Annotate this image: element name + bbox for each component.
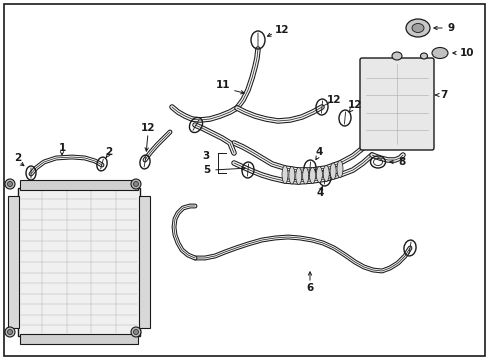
- Text: 7: 7: [439, 90, 447, 100]
- Text: 3: 3: [203, 151, 209, 161]
- Bar: [8, 196, 19, 328]
- Bar: [139, 196, 150, 328]
- Ellipse shape: [5, 327, 15, 337]
- Text: 6: 6: [306, 283, 313, 293]
- Text: 12: 12: [274, 25, 289, 35]
- Ellipse shape: [131, 179, 141, 189]
- Ellipse shape: [329, 163, 335, 180]
- Ellipse shape: [282, 166, 287, 184]
- FancyBboxPatch shape: [359, 58, 433, 150]
- Ellipse shape: [7, 329, 13, 334]
- Text: 4: 4: [315, 147, 323, 157]
- Ellipse shape: [5, 179, 15, 189]
- Text: 1: 1: [58, 143, 65, 153]
- Ellipse shape: [431, 48, 447, 59]
- Ellipse shape: [316, 166, 322, 183]
- Ellipse shape: [309, 167, 315, 184]
- Text: 10: 10: [459, 48, 473, 58]
- Ellipse shape: [131, 327, 141, 337]
- Text: 11: 11: [215, 80, 229, 90]
- Ellipse shape: [336, 161, 342, 177]
- Text: 2: 2: [105, 147, 112, 157]
- Ellipse shape: [323, 165, 328, 181]
- Ellipse shape: [411, 23, 423, 32]
- Ellipse shape: [302, 167, 308, 184]
- Ellipse shape: [7, 181, 13, 186]
- Text: 4: 4: [316, 188, 323, 198]
- Ellipse shape: [391, 52, 401, 60]
- Text: 5: 5: [203, 165, 209, 175]
- Text: 12: 12: [326, 95, 341, 105]
- Text: 12: 12: [141, 123, 155, 133]
- Bar: [18, 188, 140, 336]
- Text: 2: 2: [14, 153, 21, 163]
- Text: 9: 9: [447, 23, 454, 33]
- Bar: [20, 334, 138, 344]
- Ellipse shape: [288, 167, 294, 184]
- Ellipse shape: [133, 181, 138, 186]
- Ellipse shape: [133, 329, 138, 334]
- Ellipse shape: [295, 167, 301, 184]
- Text: 12: 12: [347, 100, 362, 110]
- Bar: [20, 180, 138, 190]
- Ellipse shape: [420, 53, 427, 59]
- Ellipse shape: [405, 19, 429, 37]
- Text: 8: 8: [397, 157, 405, 167]
